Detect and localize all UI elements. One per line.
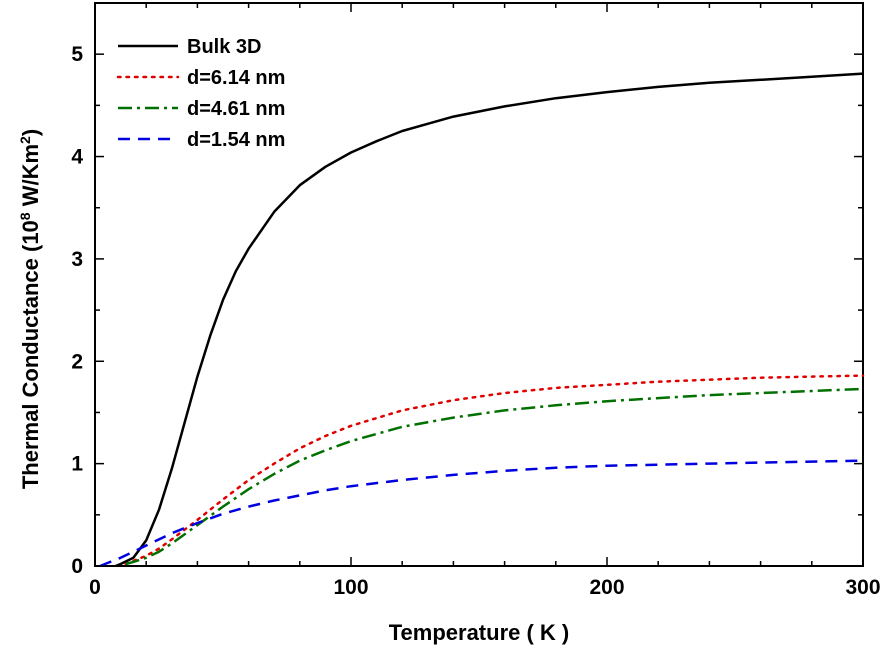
y-axis-title-main: Thermal Conductance (10 <box>18 220 43 489</box>
y-axis-title-sup: 8 <box>17 212 33 220</box>
x-tick-label: 0 <box>89 576 101 599</box>
y-tick-label: 1 <box>71 453 83 476</box>
y-axis-title: Thermal Conductance (108 W/Km2) <box>17 129 43 489</box>
series-line-1 <box>124 374 865 566</box>
legend-label-1: d=6.14 nm <box>187 67 285 89</box>
y-axis-title-unit: W/Km <box>18 144 43 212</box>
x-tick-label: 200 <box>589 576 624 599</box>
y-tick-label: 2 <box>71 350 83 373</box>
x-axis-title: Temperature ( K ) <box>389 620 570 645</box>
plot-frame <box>94 2 864 567</box>
legend-label-3: d=1.54 nm <box>187 129 285 151</box>
legend-label-2: d=4.61 nm <box>187 98 285 120</box>
series-line-2 <box>125 387 864 566</box>
x-tick-label: 100 <box>333 576 368 599</box>
y-tick-label: 0 <box>71 555 83 578</box>
y-tick-label: 4 <box>71 146 83 169</box>
series-line-3 <box>99 459 864 568</box>
x-tick-label: 300 <box>845 576 880 599</box>
y-tick-label: 3 <box>71 248 83 271</box>
y-axis-title-close: ) <box>18 129 43 136</box>
y-axis-title-unit-sup: 2 <box>17 136 33 144</box>
y-tick-label: 5 <box>71 43 83 66</box>
series-line-0 <box>115 72 864 568</box>
legend-label-0: Bulk 3D <box>187 36 261 58</box>
